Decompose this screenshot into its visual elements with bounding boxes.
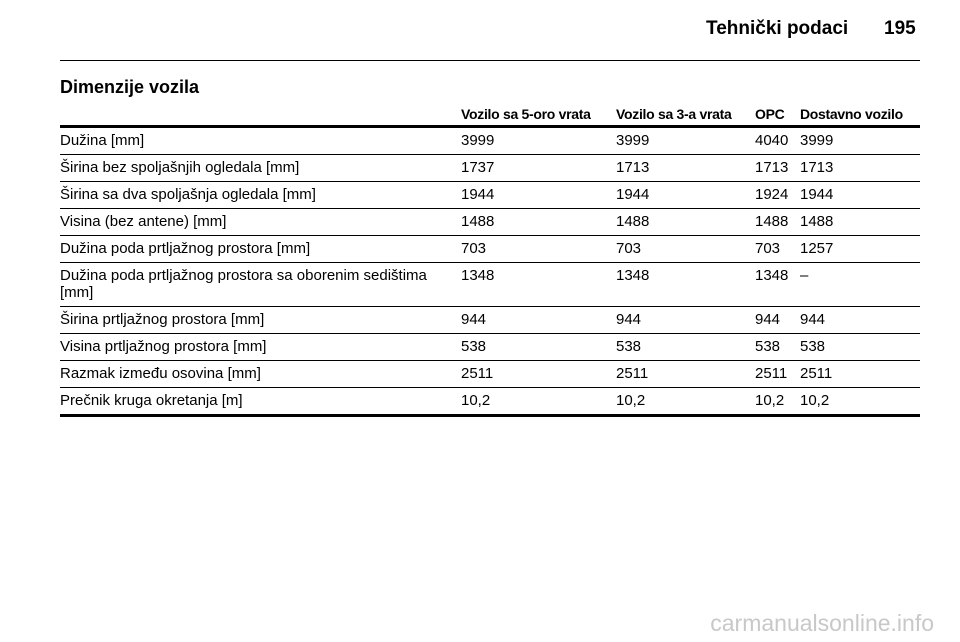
table-row: Širina prtljažnog prostora [mm] 944 944 944…: [60, 306, 920, 334]
value-cell: 3999: [800, 126, 920, 155]
value-cell: 1713: [800, 154, 920, 182]
label-cell: Razmak između osovina [mm]: [60, 360, 461, 388]
value-cell: 3999: [461, 126, 616, 155]
value-cell: 1348: [755, 262, 800, 307]
value-cell: 703: [755, 235, 800, 263]
column-header: Dostavno vozilo: [800, 106, 920, 128]
value-cell: 538: [616, 333, 755, 361]
column-header: Vozilo sa 5-oro vrata: [461, 106, 616, 128]
value-cell: 1713: [616, 154, 755, 182]
label-cell: Prečnik kruga okretanja [m]: [60, 387, 461, 417]
value-cell: 703: [616, 235, 755, 263]
label-cell: Dužina poda prtljažnog prostora [mm]: [60, 235, 461, 263]
value-cell: 703: [461, 235, 616, 263]
header-title: Tehnički podaci: [706, 18, 849, 39]
value-cell: 10,2: [800, 387, 920, 417]
value-cell: 1737: [461, 154, 616, 182]
value-cell: 944: [616, 306, 755, 334]
value-cell: 2511: [616, 360, 755, 388]
header-rule: [60, 60, 920, 61]
value-cell: 1924: [755, 181, 800, 209]
column-header: OPC: [755, 106, 800, 128]
value-cell: 944: [755, 306, 800, 334]
value-cell: 1488: [800, 208, 920, 236]
value-cell: 10,2: [755, 387, 800, 417]
value-cell: 1944: [616, 181, 755, 209]
dimensions-table: Vozilo sa 5-oro vrata Vozilo sa 3-a vrata…: [60, 106, 920, 417]
watermark: carmanualsonline.info: [710, 610, 934, 636]
table-row: Visina (bez antene) [mm] 1488 1488 1488 1488: [60, 208, 920, 236]
value-cell: 538: [755, 333, 800, 361]
label-cell: Visina prtljažnog prostora [mm]: [60, 333, 461, 361]
value-cell: 1488: [461, 208, 616, 236]
value-cell: 3999: [616, 126, 755, 155]
section-title: Dimenzije vozila: [60, 77, 200, 97]
value-cell: 4040: [755, 126, 800, 155]
label-cell: Visina (bez antene) [mm]: [60, 208, 461, 236]
page-number: 195: [884, 18, 916, 39]
table-row: Prečnik kruga okretanja [m] 10,2 10,2 10,2 1…: [60, 387, 920, 417]
label-cell: Dužina poda prtljažnog prostora sa obore…: [60, 262, 461, 307]
value-cell: 944: [800, 306, 920, 334]
label-cell: Širina prtljažnog prostora [mm]: [60, 306, 461, 334]
value-cell: 10,2: [461, 387, 616, 417]
table-row: Širina sa dva spoljašnja ogledala [mm] 19…: [60, 181, 920, 209]
label-cell: Širina bez spoljašnjih ogledala [mm]: [60, 154, 461, 182]
value-cell: 944: [461, 306, 616, 334]
table-row: Širina bez spoljašnjih ogledala [mm] 1737…: [60, 154, 920, 182]
table-row: Visina prtljažnog prostora [mm] 538 538 538…: [60, 333, 920, 361]
table-row: Razmak između osovina [mm] 2511 2511 2511 25…: [60, 360, 920, 388]
value-cell: 1348: [461, 262, 616, 307]
column-header: Vozilo sa 3-a vrata: [616, 106, 755, 128]
value-cell: 1944: [461, 181, 616, 209]
column-header: [60, 106, 461, 128]
value-cell: 538: [800, 333, 920, 361]
value-cell: –: [800, 262, 920, 307]
value-cell: 1348: [616, 262, 755, 307]
value-cell: 2511: [461, 360, 616, 388]
table-row: Dužina poda prtljažnog prostora [mm] 703 7…: [60, 235, 920, 263]
label-cell: Dužina [mm]: [60, 126, 461, 155]
value-cell: 1713: [755, 154, 800, 182]
header-row: Vozilo sa 5-oro vrata Vozilo sa 3-a vrata…: [60, 106, 920, 128]
value-cell: 2511: [800, 360, 920, 388]
label-cell: Širina sa dva spoljašnja ogledala [mm]: [60, 181, 461, 209]
value-cell: 1944: [800, 181, 920, 209]
table-row: Dužina poda prtljažnog prostora sa obore…: [60, 262, 920, 307]
value-cell: 538: [461, 333, 616, 361]
table-row: Dužina [mm] 3999 3999 4040 3999: [60, 126, 920, 155]
value-cell: 1488: [755, 208, 800, 236]
value-cell: 1488: [616, 208, 755, 236]
value-cell: 10,2: [616, 387, 755, 417]
value-cell: 1257: [800, 235, 920, 263]
value-cell: 2511: [755, 360, 800, 388]
